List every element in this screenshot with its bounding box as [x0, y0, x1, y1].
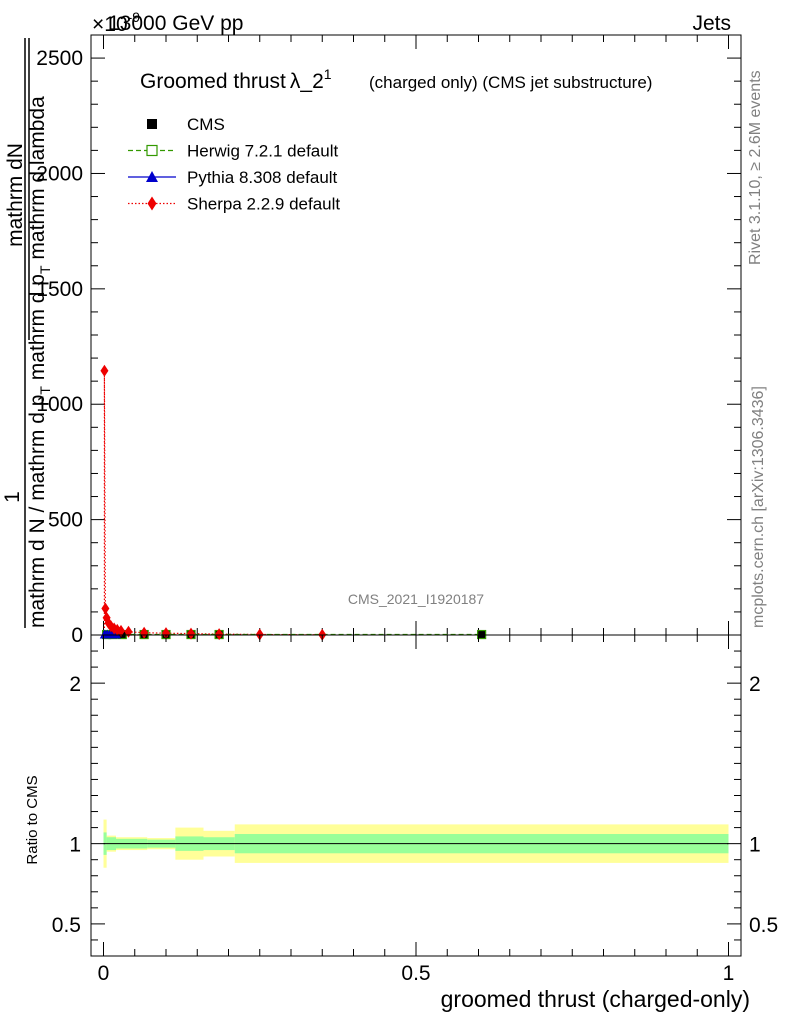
sherpa-point [140, 626, 149, 639]
ylabel-numerator: mathrm dN [4, 143, 27, 247]
ratio-y-tick-label-right: 2 [749, 673, 761, 696]
ylabel-den-a: mathrm d N / mathrm d p [26, 395, 49, 628]
ratio-panel-ticks: 0.5 0.5 1 1 2 2 0 0.5 1 [52, 635, 778, 985]
sherpa-point [215, 628, 224, 641]
ratio-y-tick-label-left: 0.5 [52, 914, 81, 937]
chart-title: Groomed thrust λ_21 [140, 66, 332, 93]
x-tick-label: 0.5 [401, 962, 430, 985]
ratio-y-tick-label-left: 1 [69, 834, 81, 857]
chart-title-symbol: λ_2 [290, 70, 324, 93]
legend-label-cms: CMS [187, 115, 225, 134]
ylabel-den-a-sub: T [37, 386, 53, 395]
sherpa-point [101, 602, 110, 615]
rivet-label: Rivet 3.1.10, ≥ 2.6M events [747, 70, 764, 265]
chart-subtitle: (charged only) (CMS jet substructure) [369, 73, 652, 92]
legend-marker-pythia [146, 171, 158, 182]
sherpa-point [162, 627, 170, 640]
sherpa-point [187, 627, 195, 640]
exponent-power: -9 [128, 9, 141, 25]
mcplots-label: mcplots.cern.ch [arXiv:1306.3436] [750, 386, 767, 628]
exponent-label: ×10-9 [92, 9, 140, 36]
energy-label: 13000 GeV pp [108, 12, 243, 35]
ratio-y-tick-label-right: 1 [749, 834, 761, 857]
y-tick-label: 2000 [36, 162, 83, 185]
ylabel-denominator: mathrm d N / mathrm d pT mathrm d pT mat… [26, 96, 53, 628]
y-tick-label: 0 [71, 624, 83, 647]
y-tick-label: 1000 [36, 393, 83, 416]
y-tick-label: 1500 [36, 278, 83, 301]
process-label: Jets [692, 12, 731, 35]
legend-label-pythia: Pythia 8.308 default [187, 168, 338, 187]
y-tick-label: 500 [48, 509, 83, 532]
xlabel: groomed thrust (charged-only) [441, 986, 750, 1012]
ylabel-den-b: mathrm d p [26, 274, 49, 386]
ratio-y-tick-label-left: 2 [69, 673, 81, 696]
legend-marker-herwig [146, 144, 158, 157]
sherpa-line [103, 370, 323, 636]
ratio-panel-frame [90, 634, 742, 957]
legend-label-herwig: Herwig 7.2.1 default [187, 142, 338, 161]
chart-title-main: Groomed thrust [140, 70, 286, 93]
ylabel-one: 1 [1, 491, 24, 503]
x-tick-label: 1 [723, 962, 735, 985]
x-tick-label: 0 [98, 962, 110, 985]
chart-title-sup: 1 [324, 66, 332, 82]
ratio-y-tick-label-right: 0.5 [749, 914, 778, 937]
sherpa-point [100, 364, 109, 377]
exponent-base: ×10 [92, 13, 128, 36]
legend: CMS Herwig 7.2.1 default Pythia 8.308 defa… [128, 115, 340, 214]
sherpa-point [117, 624, 125, 637]
ylabel-den-b-sub: T [37, 265, 53, 274]
ratio-ylabel: Ratio to CMS [24, 775, 41, 864]
top-ylabel: 1 mathrm dN mathrm d N / mathrm d pT mat… [1, 38, 53, 628]
legend-label-sherpa: Sherpa 2.2.9 default [187, 195, 340, 214]
legend-marker-cms [147, 119, 157, 129]
analysis-id: CMS_2021_I1920187 [348, 591, 484, 607]
y-tick-label: 2500 [36, 47, 83, 70]
legend-marker-sherpa [147, 196, 157, 211]
ylabel-den-c: mathrm d lambda [26, 96, 49, 266]
top-panel-ticks: 0 500 1000 1500 2000 2500 [36, 34, 741, 647]
